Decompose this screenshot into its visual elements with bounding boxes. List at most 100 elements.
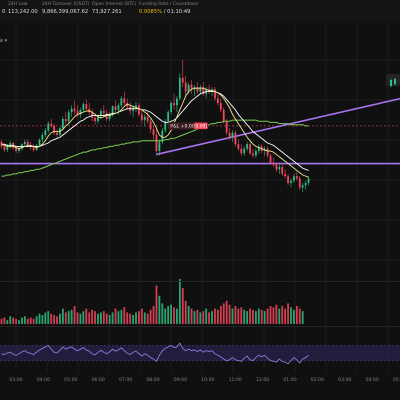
- volume-bar: [278, 308, 281, 324]
- candle-body: [178, 77, 181, 99]
- candle-body: [237, 144, 240, 149]
- volume-bar: [50, 313, 53, 324]
- candle-body: [161, 130, 164, 142]
- volume-bar: [170, 304, 172, 324]
- time-axis-label: 04:00: [36, 378, 51, 383]
- candle-body: [26, 141, 29, 146]
- stat-value: 9,866,399,067.62: [42, 9, 89, 15]
- volume-bar: [140, 308, 143, 324]
- volume-bar: [228, 304, 231, 324]
- volume-bar: [257, 308, 260, 324]
- candle-body: [290, 180, 292, 183]
- stat-value: 73,927.261: [92, 9, 122, 15]
- candle-body: [234, 132, 237, 145]
- candle-body: [254, 151, 257, 156]
- volume-bar: [211, 311, 213, 324]
- volume-bar: [91, 309, 94, 324]
- pane-divider[interactable]: [0, 281, 400, 282]
- candle-body: [111, 106, 114, 115]
- volume-bar: [35, 316, 38, 324]
- volume-bar: [76, 312, 79, 324]
- volume-bar: [290, 307, 292, 324]
- volume-bar: [18, 320, 20, 324]
- volume-bar: [249, 308, 251, 324]
- candle-body: [269, 155, 272, 163]
- volume-bar: [243, 309, 246, 324]
- time-axis-label: 01:00: [283, 378, 297, 383]
- candle-body: [108, 114, 111, 119]
- volume-bar: [15, 318, 17, 324]
- stat-funding-rate[interactable]: Funding Rate / Countdown 0.0085% / 01:10…: [139, 1, 199, 16]
- chart-type-dropdown[interactable]: e ▾: [0, 38, 8, 44]
- candle-body: [231, 132, 234, 138]
- candle-body: [155, 135, 158, 151]
- candle-body: [64, 119, 67, 122]
- candle-body: [202, 87, 205, 94]
- volume-bar: [135, 312, 137, 324]
- candle-body: [181, 77, 184, 83]
- volume-bar: [29, 317, 32, 324]
- time-axis-label: 09:00: [173, 378, 188, 383]
- pane-divider[interactable]: [0, 326, 400, 327]
- volume-bar: [219, 306, 222, 324]
- candle-body: [257, 146, 260, 151]
- volume-bar: [64, 312, 67, 324]
- stat-label: Open Interest (BTC): [92, 2, 137, 7]
- volume-bar: [167, 306, 170, 324]
- chart-toolbar[interactable]: e ▾: [0, 38, 7, 48]
- candle-body: [246, 144, 249, 149]
- candle-body: [41, 135, 44, 140]
- volume-bar: [214, 308, 216, 324]
- time-axis-label: 07:00: [118, 378, 133, 383]
- candle-body: [132, 107, 134, 111]
- volume-bar: [246, 311, 249, 324]
- volume-bar: [281, 306, 284, 324]
- pnl-label-text: P&L +0.00: [170, 124, 195, 130]
- volume-bar: [26, 318, 29, 324]
- volume-bar: [155, 285, 158, 324]
- volume-bar: [266, 308, 269, 324]
- volume-bar: [70, 309, 73, 324]
- candle-body: [15, 147, 17, 151]
- volume-bar: [158, 295, 161, 324]
- candle-body: [94, 117, 96, 122]
- candle-body: [152, 129, 155, 135]
- candle-body: [278, 167, 281, 170]
- candle-body: [73, 108, 76, 111]
- volume-bar: [146, 313, 149, 324]
- volume-bar: [196, 309, 199, 324]
- volume-bar: [53, 315, 56, 324]
- pnl-badge-text: 0.001: [196, 123, 209, 129]
- volume-bar: [254, 311, 257, 324]
- time-axis-label: 06:00: [91, 378, 105, 383]
- funding-countdown: / 01:10:49: [162, 9, 191, 15]
- volume-bar: [38, 313, 41, 324]
- candle-body: [196, 87, 199, 92]
- candle-body: [225, 121, 228, 133]
- candle-body: [32, 146, 35, 150]
- volume-bar: [3, 317, 6, 324]
- volume-bar: [252, 309, 254, 324]
- candle-body: [252, 153, 254, 156]
- volume-bar: [152, 306, 155, 324]
- volume-bar: [295, 306, 298, 324]
- candle-body: [222, 109, 225, 122]
- pnl-label-bg: [168, 122, 209, 130]
- pnl-badge-bg: [194, 122, 208, 130]
- candle-body: [126, 103, 129, 107]
- time-axis: 03:00 04:00 05:00 06:00 07:00 08:00 09:00 10:00…: [0, 374, 400, 388]
- candle-body: [76, 111, 79, 115]
- candle-body: [184, 82, 187, 92]
- chart-side-button[interactable]: [386, 74, 400, 88]
- time-axis-label: 04:00: [365, 378, 379, 383]
- volume-bar: [234, 306, 237, 324]
- volume-bar: [41, 315, 44, 324]
- ma-mid-line: [1, 91, 309, 171]
- volume-bar: [199, 312, 202, 324]
- volume-bar: [88, 312, 91, 324]
- volume-bar: [126, 312, 129, 324]
- volume-bar: [123, 307, 126, 324]
- time-axis-label: 02:00: [310, 378, 325, 383]
- pnl-label: P&L +0.00 0.001: [168, 122, 209, 130]
